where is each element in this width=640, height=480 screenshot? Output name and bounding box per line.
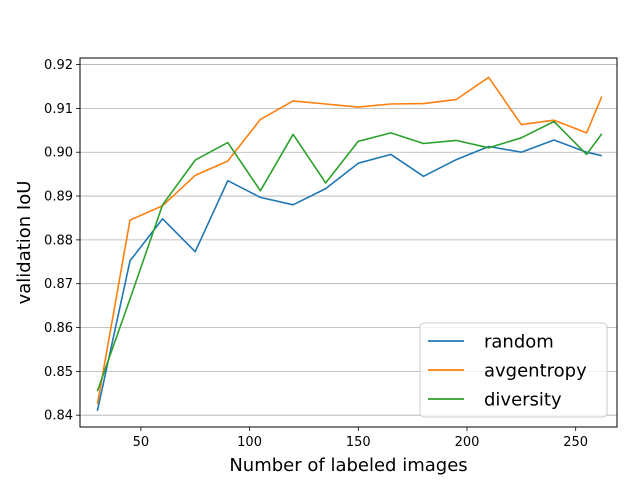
legend-box xyxy=(419,322,608,418)
x-axis-label: Number of labeled images xyxy=(229,455,467,476)
x-tick-label: 200 xyxy=(455,435,480,450)
x-tick-label: 100 xyxy=(237,435,262,450)
y-tick-label: 0.92 xyxy=(44,58,73,73)
gridlines xyxy=(80,64,617,416)
y-tick-label: 0.88 xyxy=(44,233,73,248)
x-tick-label: 50 xyxy=(133,435,150,450)
series-lines xyxy=(96,76,603,411)
y-tick-label: 0.90 xyxy=(44,146,73,161)
legend-label-diversity: diversity xyxy=(484,390,562,411)
series-line-random xyxy=(96,139,602,411)
series-line-diversity xyxy=(96,120,603,392)
legend: random avgentropy diversity xyxy=(419,322,608,418)
y-tick-label: 0.91 xyxy=(44,102,73,117)
legend-label-random: random xyxy=(484,332,554,353)
axis-ticks: 0.84 0.85 0.86 0.87 0.88 0.89 0.90 0.91 0.92 50 10… xyxy=(44,58,588,450)
y-tick-label: 0.89 xyxy=(44,190,73,205)
y-tick-label: 0.85 xyxy=(44,365,73,380)
series-line-avgentropy xyxy=(96,76,603,405)
y-axis-label: validation IoU xyxy=(14,181,35,305)
plot-frame xyxy=(79,57,618,428)
y-tick-label: 0.87 xyxy=(44,277,73,292)
x-tick-label: 250 xyxy=(563,435,588,450)
y-tick-label: 0.86 xyxy=(44,321,73,336)
y-tick-label: 0.84 xyxy=(44,409,73,424)
x-tick-label: 150 xyxy=(346,435,371,450)
legend-label-avgentropy: avgentropy xyxy=(484,361,587,382)
